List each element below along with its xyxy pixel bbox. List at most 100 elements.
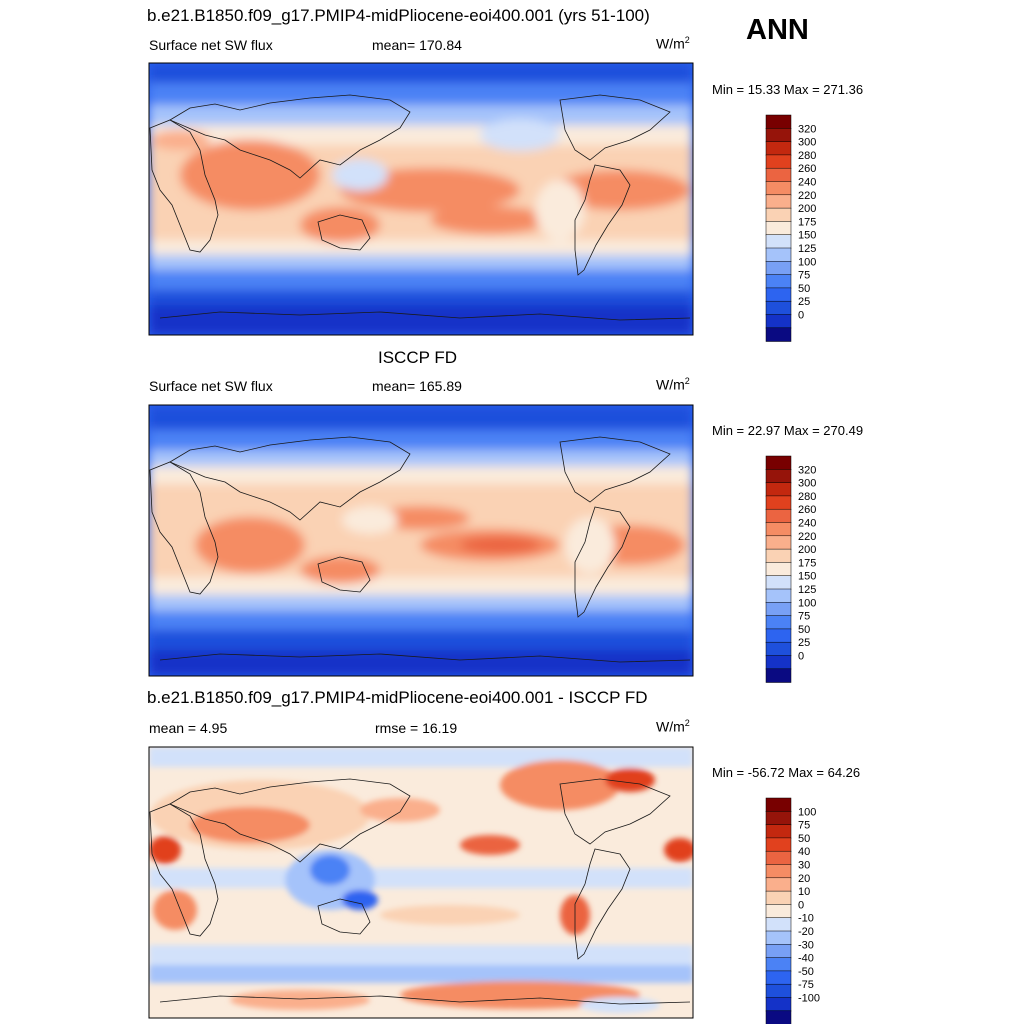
- panel1-title: b.e21.B1850.f09_g17.PMIP4-midPliocene-eo…: [147, 6, 650, 25]
- colorbar-swatch: [765, 300, 792, 316]
- colorbar-tick-label: -40: [798, 953, 814, 965]
- map-panel2-frame: [148, 404, 694, 677]
- panel1-units: W/m2: [656, 35, 690, 52]
- panel2-variable-label: Surface net SW flux: [149, 378, 273, 394]
- colorbar-swatch: [765, 274, 792, 289]
- colorbar-tick-label: 260: [798, 163, 816, 175]
- colorbar-tick-label: 100: [798, 597, 816, 609]
- colorbar-swatch: [765, 247, 792, 262]
- panel1-minmax: Min = 15.33 Max = 271.36: [712, 82, 864, 97]
- colorbar-swatch: [765, 655, 792, 670]
- colorbar-swatch: [765, 548, 792, 564]
- colorbar-swatch: [765, 469, 792, 484]
- colorbar-swatch: [765, 314, 792, 329]
- colorbar-swatch: [765, 811, 792, 826]
- colorbar-swatch: [765, 327, 792, 342]
- panel3-rmse-label: rmse = 16.19: [375, 720, 458, 736]
- colorbar-swatch: [765, 455, 792, 470]
- colorbar-swatch: [765, 890, 792, 906]
- colorbar-swatch: [765, 522, 792, 537]
- colorbar-swatch: [765, 128, 792, 143]
- colorbar-swatch: [765, 535, 792, 550]
- colorbar-tick-label: 320: [798, 464, 816, 476]
- colorbar-swatch: [765, 944, 792, 959]
- colorbar-tick-label: -75: [798, 979, 814, 991]
- colorbar-tick-label: 150: [798, 230, 816, 242]
- map-panel2: [149, 405, 693, 676]
- colorbar-swatch: [765, 970, 792, 985]
- colorbar-tick-label: 320: [798, 123, 816, 135]
- colorbar-swatch: [765, 824, 792, 839]
- colorbar-tick-label: 240: [798, 518, 816, 530]
- colorbar-swatch: [765, 957, 792, 972]
- colorbar-tick-label: 240: [798, 177, 816, 189]
- colorbar-swatch: [765, 234, 792, 249]
- colorbar-tick-label: -30: [798, 939, 814, 951]
- colorbar-swatch: [765, 997, 792, 1012]
- panel2-mean-label: mean= 165.89: [372, 378, 462, 394]
- colorbar-tick-label: 75: [798, 270, 810, 282]
- colorbar-tick-label: 75: [798, 611, 810, 623]
- colorbar-tick-label: 20: [798, 873, 810, 885]
- map-panel1-frame: [148, 62, 694, 336]
- colorbar-tick-label: 30: [798, 860, 810, 872]
- panel3-minmax: Min = -56.72 Max = 64.26: [712, 765, 861, 780]
- panel2-units: W/m2: [656, 376, 690, 393]
- colorbar-tick-label: -50: [798, 966, 814, 978]
- panel3-title: b.e21.B1850.f09_g17.PMIP4-midPliocene-eo…: [147, 688, 648, 707]
- colorbar-swatch: [765, 668, 792, 683]
- colorbar-swatch: [765, 983, 792, 999]
- colorbar-tick-label: 75: [798, 820, 810, 832]
- colorbar-swatch: [765, 602, 792, 617]
- colorbar-tick-label: 0: [798, 310, 804, 322]
- colorbar-swatch: [765, 930, 792, 945]
- colorbar-tick-label: 50: [798, 283, 810, 295]
- colorbar-tick-label: -20: [798, 926, 814, 938]
- colorbar-swatch: [765, 261, 792, 276]
- colorbar-swatch: [765, 797, 792, 812]
- colorbar-swatch: [765, 181, 792, 196]
- colorbar-swatch: [765, 207, 792, 223]
- colorbar-tick-label: 200: [798, 203, 816, 215]
- colorbar-tick-label: -10: [798, 913, 814, 925]
- colorbar-tick-label: 280: [798, 491, 816, 503]
- colorbar-swatch: [765, 287, 792, 302]
- colorbar-tick-label: 300: [798, 478, 816, 490]
- colorbar-tick-label: 50: [798, 833, 810, 845]
- colorbar-tick-label: 100: [798, 256, 816, 268]
- colorbar-swatch: [765, 837, 792, 852]
- colorbar-swatch: [765, 877, 792, 892]
- colorbar-tick-label: 125: [798, 584, 816, 596]
- colorbar-tick-label: 175: [798, 216, 816, 228]
- colorbar-swatch: [765, 194, 792, 209]
- colorbar-swatch: [765, 114, 792, 129]
- map-panel3-frame: [148, 746, 694, 1019]
- colorbar-swatch: [765, 864, 792, 879]
- colorbar-tick-label: 220: [798, 190, 816, 202]
- colorbar-tick-label: 0: [798, 651, 804, 663]
- colorbar-tick-label: 25: [798, 637, 810, 649]
- colorbar-swatch: [765, 641, 792, 657]
- colorbar-tick-label: 100: [798, 806, 816, 818]
- colorbar-tick-label: 175: [798, 557, 816, 569]
- colorbar-tick-label: 50: [798, 624, 810, 636]
- colorbar-tick-label: 300: [798, 137, 816, 149]
- colorbar-swatch: [765, 917, 792, 932]
- colorbar-tick-label: -100: [798, 993, 820, 1005]
- colorbar-tick-label: 220: [798, 531, 816, 543]
- colorbar-swatch: [765, 221, 792, 236]
- colorbar-tick-label: 125: [798, 243, 816, 255]
- colorbar-swatch: [765, 562, 792, 577]
- colorbar-swatch: [765, 850, 792, 866]
- colorbar-swatch: [765, 167, 792, 183]
- colorbar-tick-label: 200: [798, 544, 816, 556]
- season-label: ANN: [746, 14, 809, 46]
- panel3-units: W/m2: [656, 718, 690, 735]
- panel3-mean-label: mean = 4.95: [149, 720, 228, 736]
- colorbar-tick-label: 40: [798, 846, 810, 858]
- panel2-title: ISCCP FD: [378, 348, 458, 367]
- panel1-mean-label: mean= 170.84: [372, 37, 462, 53]
